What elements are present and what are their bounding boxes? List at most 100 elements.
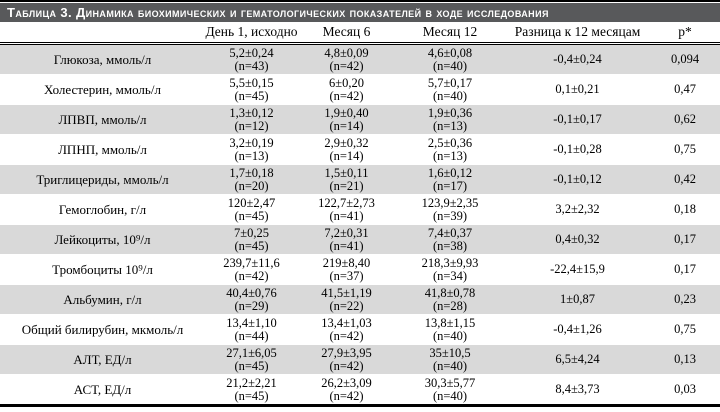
cell-value: 27,1±6,05 bbox=[226, 345, 277, 360]
cell-value: 0,03 bbox=[674, 382, 696, 396]
data-cell: 7±0,25 (n=45) bbox=[205, 225, 298, 255]
cell-n-count: (n=45) bbox=[234, 388, 269, 403]
cell-n-count: (n=42) bbox=[329, 358, 364, 373]
cell-value: 7±0,25 bbox=[234, 225, 269, 240]
cell-value: 0,62 bbox=[674, 112, 696, 126]
data-cell: 1,9±0,36 (n=13) bbox=[395, 105, 505, 135]
row-label: ЛПНП, ммоль/л bbox=[58, 142, 147, 157]
data-cell: 0,75 bbox=[650, 135, 720, 165]
cell-n-count: (n=40) bbox=[432, 388, 468, 403]
cell-value: 5,5±0,15 bbox=[229, 75, 274, 90]
cell-value: 1,9±0,40 bbox=[324, 105, 369, 120]
cell-value: 41,8±0,78 bbox=[424, 285, 476, 300]
data-cell: 1,5±0,11 (n=21) bbox=[298, 165, 395, 195]
data-cell: -0,4±1,26 bbox=[505, 315, 650, 345]
table-row: Гемоглобин, г/л 120±2,47 (n=45) 122,7±2,73(… bbox=[0, 195, 720, 225]
cell-value: -0,1±0,12 bbox=[553, 172, 602, 186]
table-row: АСТ, ЕД/л 21,2±2,21 (n=45) 26,2±3,09 (n=42) 3… bbox=[0, 375, 720, 406]
cell-n-count: (n=17) bbox=[432, 178, 468, 193]
table-body: Глюкоза, ммоль/л 5,2±0,24 (n=43) 4,8±0,09 (n… bbox=[0, 43, 720, 406]
footnote: * – парный тест для сравнения исходных п… bbox=[0, 407, 720, 412]
cell-value: 0,75 bbox=[674, 142, 696, 156]
cell-value: 6±0,20 bbox=[329, 75, 364, 90]
data-cell: 0,03 bbox=[650, 375, 720, 406]
data-cell: 35±10,5 (n=40) bbox=[395, 345, 505, 375]
row-label: АСТ, ЕД/л bbox=[73, 382, 132, 397]
cell-value: -0,1±0,28 bbox=[553, 142, 602, 156]
cell-value: -0,4±0,24 bbox=[553, 52, 602, 66]
data-cell: 26,2±3,09 (n=42) bbox=[298, 375, 395, 406]
cell-value: 1,5±0,11 bbox=[324, 165, 369, 180]
data-cell: 0,4±0,32 bbox=[505, 225, 650, 255]
data-cell: 0,62 bbox=[650, 105, 720, 135]
cell-value: 13,8±1,15 bbox=[424, 315, 476, 330]
cell-n-count: (n=42) bbox=[234, 268, 269, 283]
cell-n-count: (n=42) bbox=[329, 88, 364, 103]
header-parameter bbox=[0, 22, 205, 44]
cell-value: 3,2±2,32 bbox=[555, 202, 600, 216]
cell-n-count: (n=41) bbox=[329, 238, 364, 253]
header-month6: Месяц 6 bbox=[322, 24, 371, 39]
data-cell: 41,5±1,19 (n=22) bbox=[298, 285, 395, 315]
cell-value: 1±0,87 bbox=[560, 292, 595, 306]
row-label: Тромбоциты 10⁹/л bbox=[52, 262, 153, 277]
cell-value: 5,7±0,17 bbox=[427, 75, 473, 90]
data-cell: 218,3±9,93 (n=34) bbox=[395, 255, 505, 285]
data-cell: 1±0,87 bbox=[505, 285, 650, 315]
data-cell: -0,1±0,17 bbox=[505, 105, 650, 135]
data-cell: 120±2,47 (n=45) bbox=[205, 195, 298, 225]
data-cell: 6,5±4,24 bbox=[505, 345, 650, 375]
cell-value: 7,4±0,37 bbox=[427, 225, 473, 240]
cell-value: 0,18 bbox=[674, 202, 696, 216]
cell-value: 0,47 bbox=[674, 82, 696, 96]
data-cell: -0,1±0,12 bbox=[505, 165, 650, 195]
top-rule bbox=[0, 0, 720, 2]
cell-value: 1,3±0,12 bbox=[229, 105, 274, 120]
data-cell: 4,6±0,08 (n=40) bbox=[395, 44, 505, 75]
data-cell: 13,4±1,10 (n=44) bbox=[205, 315, 298, 345]
table-row: Холестерин, ммоль/л 5,5±0,15 (n=45) 6±0,20(… bbox=[0, 75, 720, 105]
data-cell: 2,9±0,32 (n=14) bbox=[298, 135, 395, 165]
data-cell: 1,9±0,40 (n=14) bbox=[298, 105, 395, 135]
data-cell: 30,3±5,77 (n=40) bbox=[395, 375, 505, 406]
data-cell: 0,17 bbox=[650, 225, 720, 255]
cell-value: -22,4±15,9 bbox=[550, 262, 605, 276]
cell-n-count: (n=14) bbox=[329, 118, 364, 133]
cell-value: 219±8,40 bbox=[322, 255, 371, 270]
data-cell: 40,4±0,76 (n=29) bbox=[205, 285, 298, 315]
cell-value: 0,4±0,32 bbox=[555, 232, 600, 246]
cell-value: 41,5±1,19 bbox=[321, 285, 372, 300]
cell-n-count: (n=20) bbox=[234, 178, 269, 193]
cell-value: 3,2±0,19 bbox=[229, 135, 274, 150]
cell-n-count: (n=40) bbox=[432, 358, 468, 373]
data-cell: 1,3±0,12 (n=12) bbox=[205, 105, 298, 135]
row-label: ЛПВП, ммоль/л bbox=[58, 112, 147, 127]
data-cell: 21,2±2,21 (n=45) bbox=[205, 375, 298, 406]
cell-n-count: (n=34) bbox=[432, 268, 468, 283]
cell-n-count: (n=44) bbox=[234, 328, 269, 343]
header-day1: День 1, исходно bbox=[205, 24, 298, 39]
results-table: День 1, исходно Месяц 6 Месяц 12 Разница… bbox=[0, 22, 720, 407]
cell-value: 218,3±9,93 bbox=[421, 255, 479, 270]
cell-n-count: (n=28) bbox=[432, 298, 468, 313]
cell-n-count: (n=41) bbox=[329, 208, 364, 223]
row-label: Общий билирубин, мкмоль/л bbox=[21, 322, 184, 337]
cell-value: 122,7±2,73 bbox=[318, 195, 375, 210]
table-row: Тромбоциты 10⁹/л 239,7±11,6 (n=42) 219±8,40… bbox=[0, 255, 720, 285]
cell-value: 13,4±1,03 bbox=[321, 315, 372, 330]
cell-n-count: (n=39) bbox=[432, 208, 468, 223]
row-label: АЛТ, ЕД/л bbox=[73, 352, 132, 367]
data-cell: 0,47 bbox=[650, 75, 720, 105]
cell-n-count: (n=40) bbox=[432, 328, 468, 343]
cell-n-count: (n=37) bbox=[329, 268, 364, 283]
table-row: ЛПВП, ммоль/л 1,3±0,12 (n=12) 1,9±0,40 (n=14… bbox=[0, 104, 720, 135]
data-cell: 0,75 bbox=[650, 315, 720, 345]
cell-value: -0,1±0,17 bbox=[553, 112, 602, 126]
cell-value: 0,75 bbox=[674, 322, 696, 336]
cell-n-count: (n=13) bbox=[432, 148, 468, 163]
table-row: Лейкоциты, 10⁹/л 7±0,25 (n=45) 7,2±0,31 (n=4… bbox=[0, 224, 720, 255]
header-row: День 1, исходно Месяц 6 Месяц 12 Разница… bbox=[0, 22, 720, 44]
data-cell: 7,4±0,37 (n=38) bbox=[395, 225, 505, 255]
cell-value: 123,9±2,35 bbox=[421, 195, 479, 210]
data-cell: 4,8±0,09 (n=42) bbox=[298, 44, 395, 75]
